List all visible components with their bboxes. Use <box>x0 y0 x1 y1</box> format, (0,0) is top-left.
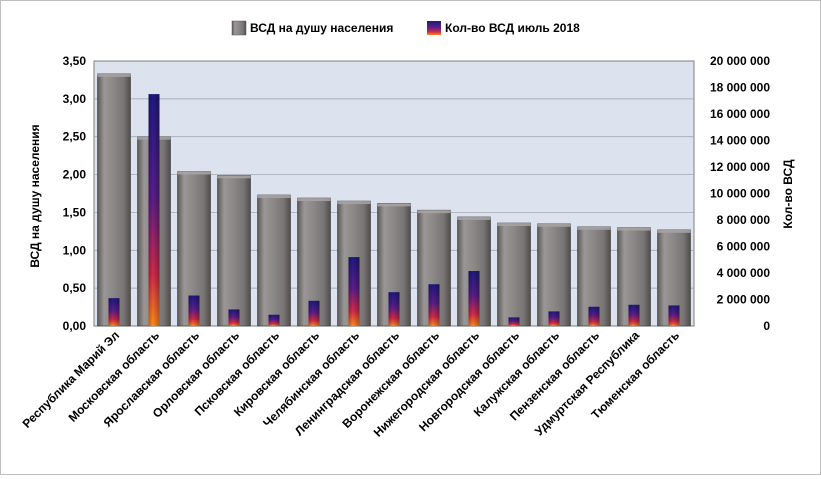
bar-per-capita-bevel <box>377 203 411 207</box>
bar-quantity-shade <box>468 271 480 326</box>
bar-per-capita-bevel <box>657 229 691 233</box>
y-left-tick-label: 3,00 <box>63 92 87 106</box>
bar-per-capita-bevel <box>457 216 491 220</box>
bar-per-capita-bevel <box>217 175 251 179</box>
y-left-tick-label: 1,50 <box>63 205 87 219</box>
y-right-tick-label: 6 000 000 <box>717 240 771 254</box>
y-right-tick-label: 12 000 000 <box>710 160 770 174</box>
chart-legend: ВСД на душу населения Кол-во ВСД июль 20… <box>231 20 580 36</box>
y-left-tick-label: 0,00 <box>63 319 87 333</box>
y-right-tick-label: 0 <box>763 319 770 333</box>
bar-quantity-shade <box>548 311 560 326</box>
bar-per-capita-bevel <box>577 226 611 230</box>
bar-quantity-shade <box>388 292 400 326</box>
y-right-tick-label: 16 000 000 <box>710 107 770 121</box>
bar-per-capita <box>257 194 291 327</box>
bar-quantity-shade <box>108 298 120 326</box>
bar-quantity-shade <box>508 317 520 326</box>
y-right-tick-label: 14 000 000 <box>710 134 770 148</box>
y-right-tick-label: 10 000 000 <box>710 187 770 201</box>
bar-quantity-shade <box>588 306 600 326</box>
y-axis-right-title: Кол-во ВСД <box>781 159 795 229</box>
y-right-tick-label: 8 000 000 <box>717 213 771 227</box>
y-left-tick-label: 2,00 <box>63 168 87 182</box>
legend-label-per-capita: ВСД на душу населения <box>250 21 393 35</box>
bar-quantity-shade <box>308 300 320 326</box>
y-left-tick-label: 0,50 <box>63 281 87 295</box>
bar-per-capita-bevel <box>537 223 571 227</box>
bar-per-capita-bevel <box>497 223 531 227</box>
bar-per-capita-bevel <box>417 210 451 214</box>
bar-per-capita <box>217 175 251 327</box>
y-right-tick-label: 2 000 000 <box>717 293 771 307</box>
bar-quantity-shade <box>268 314 280 326</box>
bar-per-capita <box>97 73 131 327</box>
y-axis-left-title: ВСД на душу населения <box>28 124 42 267</box>
bar-quantity-shade <box>188 295 200 326</box>
legend-swatch-per-capita <box>231 20 247 36</box>
plot-area: 0,00 0,50 1,00 1,50 2,00 2,50 3,00 3,50 0 2 000 0… <box>20 54 771 440</box>
y-left-tick-label: 3,50 <box>63 54 87 68</box>
bar-quantity-shade <box>148 94 160 326</box>
bar-per-capita-bevel <box>337 201 371 205</box>
y-right-tick-label: 20 000 000 <box>710 54 770 68</box>
bar-per-capita-bevel <box>97 73 131 77</box>
bar-quantity-shade <box>348 257 360 326</box>
legend-swatch-quantity <box>427 21 441 35</box>
bar-quantity-shade <box>228 309 240 326</box>
y-left-tick-label: 1,00 <box>63 243 87 257</box>
bar-per-capita <box>537 223 571 327</box>
bar-per-capita <box>497 222 531 327</box>
bar-quantity-shade <box>428 284 440 326</box>
y-left-tick-label: 2,50 <box>63 130 87 144</box>
bar-quantity-shade <box>628 304 640 326</box>
legend-label-quantity: Кол-во ВСД июль 2018 <box>445 21 580 35</box>
bar-per-capita-bevel <box>257 195 291 199</box>
bar-per-capita-bevel <box>297 198 331 202</box>
y-right-tick-label: 4 000 000 <box>717 266 771 280</box>
bar-quantity-shade <box>668 305 680 326</box>
bar-per-capita-bevel <box>177 171 211 175</box>
bar-per-capita-bevel <box>617 227 651 231</box>
y-right-tick-label: 18 000 000 <box>710 81 770 95</box>
